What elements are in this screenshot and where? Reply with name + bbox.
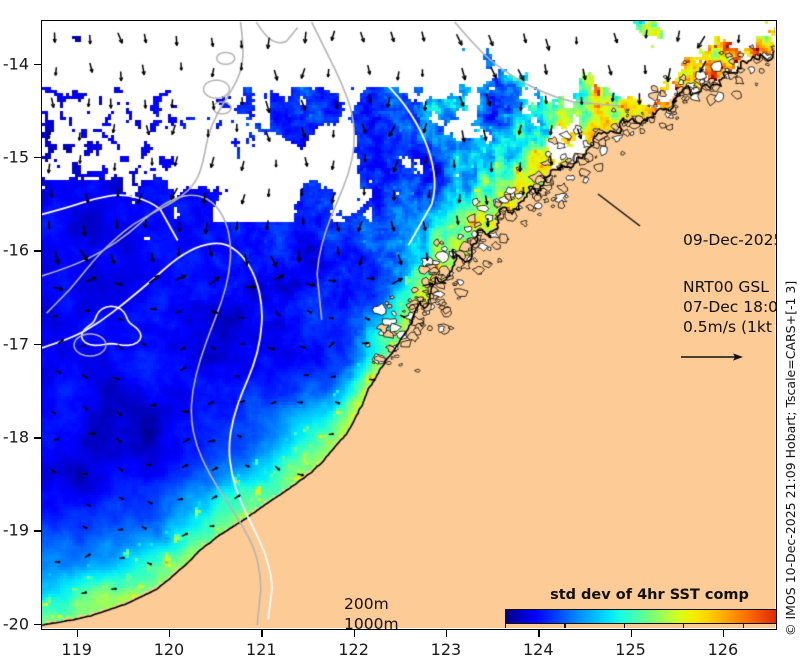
credit-text: © IMOS 10-Dec-2025 21:09 Hobart; Tscale=… <box>783 280 798 636</box>
contour-1000m-label: 1000m <box>344 615 399 630</box>
colorbar-tick-label: 0.2 <box>551 629 578 630</box>
y-axis-tick <box>34 250 41 252</box>
y-axis-tick <box>34 156 41 159</box>
colorbar-tick-label: 0.4 <box>611 629 638 630</box>
x-axis-tick <box>168 630 171 637</box>
y-axis-tick-label: -19 <box>2 520 29 540</box>
colorbar-tick-label: 0.8 <box>729 629 756 630</box>
colorbar-title: std dev of 4hr SST comp <box>550 587 749 603</box>
current-vector-info-block: NRT00 GSL 07-Dec 18:00Z 0.5m/s (1kt 24h) <box>683 277 776 337</box>
velocity-scale-arrow-icon <box>681 353 743 361</box>
x-axis-tick <box>261 630 263 637</box>
sst-std-dev-heatmap <box>42 21 775 628</box>
colorbar: std dev of 4hr SST comp 00.20.40.60.81 <box>497 587 776 630</box>
x-axis-tick-label: 124 <box>522 640 554 659</box>
x-axis-tick-label: 120 <box>153 640 185 659</box>
colorbar-tick-label: 0.6 <box>670 629 697 630</box>
map-plot-area[interactable]: 09-Dec-2025 00Z NRT00 GSL 07-Dec 18:00Z … <box>41 20 777 630</box>
satellite-pass-date-label: 09-Dec-2025 00Z <box>683 231 777 249</box>
current-source-label: NRT00 GSL <box>683 278 769 296</box>
y-axis-tick <box>34 623 41 626</box>
x-axis-tick <box>722 630 725 637</box>
current-time-label: 07-Dec 18:00Z <box>683 298 776 316</box>
x-axis-tick <box>353 630 356 637</box>
y-axis-tick-label: -17 <box>2 334 29 354</box>
y-axis-tick-label: -15 <box>2 147 29 167</box>
y-axis-tick <box>34 63 41 66</box>
colorbar-tick <box>623 624 626 628</box>
y-axis-tick <box>34 437 41 439</box>
colorbar-tick <box>683 624 685 628</box>
x-axis-tick-label: 119 <box>61 640 92 659</box>
y-axis-tick-label: -14 <box>2 54 29 74</box>
colorbar-tick-label: 0 <box>500 629 510 630</box>
x-axis-tick-label: 123 <box>430 640 462 659</box>
x-axis-tick-label: 122 <box>338 640 369 659</box>
x-axis-tick-label: 121 <box>246 640 277 659</box>
colorbar-tick <box>564 624 566 628</box>
colorbar-tick <box>742 624 744 628</box>
x-axis-tick-label: 126 <box>707 640 739 659</box>
contour-200m-label: 200m <box>344 595 389 613</box>
colorbar-gradient <box>505 609 776 624</box>
bathymetry-contour-legend: 200m 1000m <box>344 594 399 630</box>
y-axis-tick-label: -20 <box>2 614 29 634</box>
x-axis-tick-label: 125 <box>615 640 646 659</box>
y-axis-tick <box>34 530 41 532</box>
x-axis-tick <box>445 630 448 637</box>
y-axis-tick-label: -16 <box>2 240 29 260</box>
current-scale-label: 0.5m/s (1kt 24h) <box>683 318 772 336</box>
colorbar-tick <box>505 624 507 628</box>
y-axis-tick <box>34 343 41 346</box>
x-axis-tick <box>76 630 79 637</box>
x-axis-tick <box>538 630 540 637</box>
y-axis-tick-label: -18 <box>2 427 29 447</box>
x-axis-tick <box>630 630 633 637</box>
